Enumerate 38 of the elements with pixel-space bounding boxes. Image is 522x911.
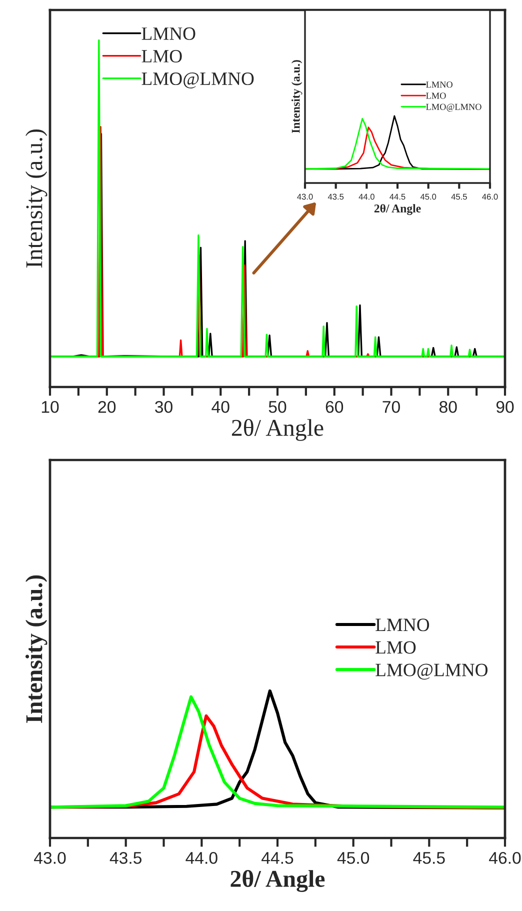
- x-axis-title: 2θ/ Angle: [232, 419, 324, 441]
- y-axis-title: Intensity (a.u.): [25, 130, 48, 268]
- x-tick-label: 43.5: [328, 194, 344, 200]
- y-axis-title: Intensity (a.u.): [25, 575, 48, 723]
- legend-label: LMO: [376, 641, 416, 654]
- x-tick-label: 50: [268, 400, 286, 413]
- x-axis-title: 2θ/ Angle: [230, 870, 325, 892]
- legend-label: LMO: [142, 50, 182, 62]
- x-tick-label: 44.0: [186, 852, 218, 864]
- x-tick-label: 45.0: [420, 194, 436, 200]
- legend-label: LMO@LMNO: [426, 104, 482, 112]
- legend-label: LMNO: [142, 27, 196, 40]
- x-tick-label: 45.5: [451, 194, 467, 200]
- x-tick-label: 60: [326, 400, 344, 413]
- x-tick-label: 20: [98, 400, 116, 413]
- x-tick-label: 30: [155, 400, 172, 413]
- x-tick-label: 44.5: [262, 852, 294, 864]
- legend-label: LMO@LMNO: [142, 72, 254, 88]
- x-tick-label: 43.0: [297, 194, 313, 200]
- x-tick-label: 45.0: [337, 852, 370, 864]
- x-tick-label: 46.0: [482, 194, 498, 200]
- x-tick-label: 43.0: [34, 852, 66, 864]
- y-axis-title: Intensity (a.u.): [291, 60, 302, 134]
- legend-label: LMO@LMNO: [376, 664, 488, 680]
- x-tick-label: 80: [440, 400, 457, 413]
- x-tick-label: 40: [212, 400, 230, 413]
- x-tick-label: 45.5: [413, 852, 445, 864]
- legend-label: LMO: [426, 92, 446, 99]
- x-tick-label: 10: [42, 400, 59, 413]
- legend-label: LMNO: [376, 618, 430, 632]
- legend-label: LMNO: [426, 82, 452, 88]
- x-axis-title: 2θ/ Angle: [374, 204, 421, 215]
- x-tick-label: 44.5: [390, 194, 406, 200]
- x-tick-label: 90: [496, 400, 514, 413]
- x-tick-label: 70: [382, 400, 400, 413]
- x-tick-label: 44.0: [358, 194, 374, 200]
- x-tick-label: 43.5: [110, 852, 142, 864]
- x-tick-label: 46.0: [489, 852, 521, 864]
